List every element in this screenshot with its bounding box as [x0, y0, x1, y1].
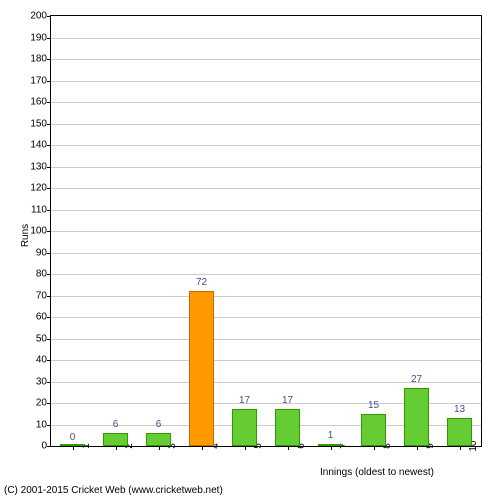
bar-value-label: 13: [454, 404, 465, 415]
grid-line: [51, 59, 481, 60]
grid-line: [51, 81, 481, 82]
grid-line: [51, 124, 481, 125]
bar-value-label: 27: [411, 374, 422, 385]
y-tick-label: 80: [36, 269, 51, 280]
grid-line: [51, 167, 481, 168]
bar: [146, 433, 172, 446]
y-tick-label: 130: [30, 161, 51, 172]
bar-value-label: 15: [368, 400, 379, 411]
grid-line: [51, 339, 481, 340]
bar-value-label: 1: [328, 430, 334, 441]
grid-line: [51, 274, 481, 275]
grid-line: [51, 188, 481, 189]
y-axis-title: Runs: [20, 224, 31, 247]
grid-line: [51, 145, 481, 146]
y-tick-label: 70: [36, 290, 51, 301]
bar-value-label: 6: [113, 419, 119, 430]
y-tick-label: 160: [30, 97, 51, 108]
chart-container: 0102030405060708090100110120130140150160…: [0, 0, 500, 500]
bar: [103, 433, 129, 446]
y-tick-label: 60: [36, 312, 51, 323]
plot-area: 0102030405060708090100110120130140150160…: [50, 15, 482, 447]
y-tick-label: 40: [36, 355, 51, 366]
bar: [189, 291, 215, 446]
y-tick-label: 90: [36, 247, 51, 258]
grid-line: [51, 317, 481, 318]
y-tick-label: 0: [41, 441, 51, 452]
bar-value-label: 72: [196, 277, 207, 288]
y-tick-label: 140: [30, 140, 51, 151]
y-tick-label: 180: [30, 54, 51, 65]
bar: [232, 409, 258, 446]
bar: [361, 414, 387, 446]
y-tick-label: 110: [31, 204, 51, 215]
grid-line: [51, 210, 481, 211]
bar-value-label: 17: [239, 395, 250, 406]
y-tick-label: 200: [30, 11, 51, 22]
bar: [275, 409, 301, 446]
copyright-text: (C) 2001-2015 Cricket Web (www.cricketwe…: [4, 485, 223, 496]
y-tick-label: 50: [36, 333, 51, 344]
y-tick-label: 100: [30, 226, 51, 237]
y-tick-label: 30: [36, 376, 51, 387]
bar: [404, 388, 430, 446]
grid-line: [51, 253, 481, 254]
bar: [318, 444, 344, 446]
x-axis-title: Innings (oldest to newest): [320, 467, 434, 478]
y-tick-label: 120: [30, 183, 51, 194]
grid-line: [51, 360, 481, 361]
bar-value-label: 0: [70, 432, 76, 443]
bar-value-label: 17: [282, 395, 293, 406]
bar: [60, 444, 86, 446]
grid-line: [51, 231, 481, 232]
grid-line: [51, 296, 481, 297]
y-tick-label: 10: [36, 419, 51, 430]
bar-value-label: 6: [156, 419, 162, 430]
y-tick-label: 20: [36, 398, 51, 409]
grid-line: [51, 38, 481, 39]
y-tick-label: 190: [30, 32, 51, 43]
y-tick-label: 150: [30, 118, 51, 129]
y-tick-label: 170: [30, 75, 51, 86]
grid-line: [51, 102, 481, 103]
bar: [447, 418, 473, 446]
